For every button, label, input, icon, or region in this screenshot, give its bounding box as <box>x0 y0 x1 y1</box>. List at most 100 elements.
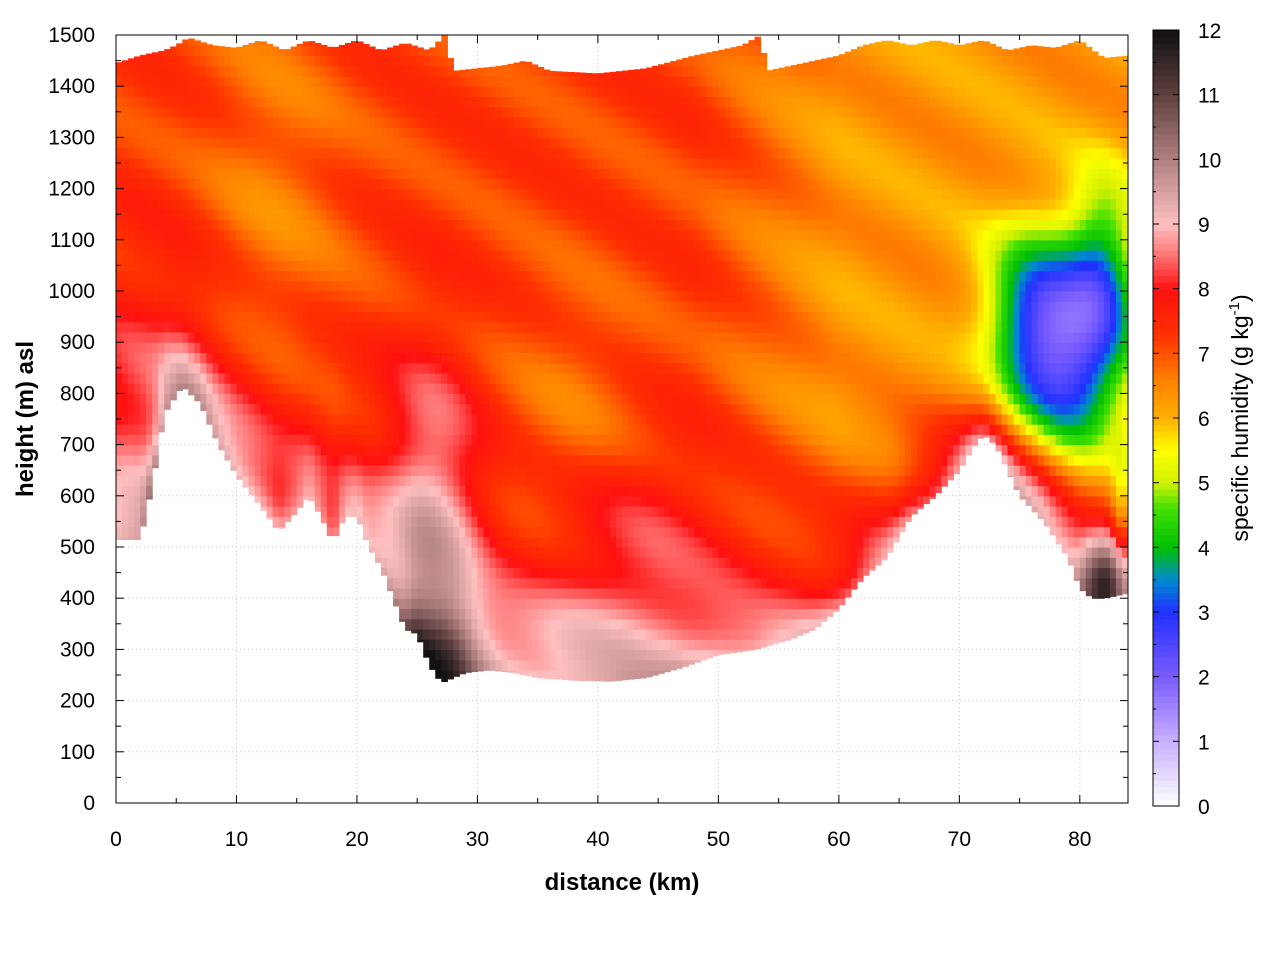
humidity-cell <box>170 311 177 323</box>
humidity-cell <box>326 424 334 435</box>
humidity-cell <box>350 465 358 476</box>
humidity-cell <box>387 280 394 292</box>
humidity-cell <box>525 342 533 354</box>
humidity-cell <box>230 454 238 466</box>
humidity-cell <box>591 157 599 169</box>
humidity-cell <box>260 250 268 261</box>
humidity-cell <box>417 444 424 456</box>
humidity-cell <box>128 516 135 528</box>
humidity-cell <box>513 65 521 77</box>
humidity-cell <box>658 628 665 640</box>
humidity-cell <box>320 311 328 323</box>
humidity-cell <box>646 168 653 179</box>
humidity-cell <box>290 75 298 87</box>
humidity-cell <box>236 403 244 415</box>
humidity-cell <box>218 291 226 302</box>
humidity-cell <box>459 75 466 87</box>
humidity-cell <box>525 137 533 149</box>
humidity-cell <box>248 209 256 220</box>
humidity-cell <box>381 567 388 576</box>
humidity-cell <box>652 157 659 169</box>
humidity-cell <box>399 495 406 507</box>
humidity-cell <box>646 557 653 569</box>
humidity-cell <box>278 516 286 528</box>
humidity-cell <box>646 598 653 610</box>
humidity-cell <box>266 188 274 200</box>
humidity-cell <box>477 291 485 302</box>
humidity-cell <box>646 157 653 169</box>
humidity-cell <box>640 413 647 425</box>
humidity-cell <box>182 198 189 210</box>
humidity-cell <box>164 198 171 210</box>
humidity-cell <box>381 526 388 538</box>
humidity-cell <box>435 331 442 343</box>
humidity-cell <box>465 465 472 476</box>
humidity-cell <box>254 168 262 179</box>
humidity-cell <box>471 116 479 128</box>
humidity-cell <box>465 106 472 118</box>
humidity-cell <box>495 495 503 507</box>
humidity-cell <box>507 291 515 302</box>
humidity-cell <box>152 168 159 179</box>
humidity-cell <box>471 495 479 507</box>
humidity-cell <box>453 157 460 169</box>
humidity-cell <box>326 168 334 179</box>
humidity-cell <box>429 127 436 138</box>
humidity-cell <box>423 209 430 220</box>
humidity-cell <box>447 516 454 528</box>
humidity-cell <box>483 147 491 159</box>
humidity-cell <box>260 260 268 272</box>
humidity-cell <box>393 465 400 476</box>
humidity-cell <box>284 516 292 522</box>
humidity-cell <box>140 321 147 333</box>
humidity-cell <box>170 188 177 200</box>
humidity-cell <box>417 516 424 528</box>
humidity-cell <box>194 198 201 210</box>
humidity-cell <box>477 250 485 261</box>
humidity-cell <box>242 106 250 118</box>
humidity-cell <box>272 383 280 394</box>
humidity-cell <box>399 147 406 159</box>
humidity-cell <box>682 465 689 476</box>
humidity-cell <box>585 649 593 661</box>
humidity-cell <box>579 413 587 425</box>
humidity-cell <box>170 229 177 241</box>
humidity-cell <box>465 362 472 374</box>
humidity-cell <box>350 342 358 354</box>
humidity-cell <box>549 86 557 98</box>
humidity-cell <box>519 495 527 507</box>
humidity-cell <box>447 587 454 599</box>
humidity-cell <box>152 362 159 374</box>
humidity-cell <box>290 342 298 354</box>
humidity-cell <box>652 424 659 435</box>
humidity-cell <box>308 55 316 67</box>
humidity-cell <box>471 444 479 456</box>
humidity-cell <box>405 311 412 323</box>
humidity-cell <box>242 168 250 179</box>
humidity-cell <box>483 198 491 210</box>
humidity-cell <box>640 311 647 323</box>
humidity-cell <box>634 127 641 138</box>
humidity-cell <box>591 495 599 507</box>
humidity-cell <box>634 75 641 87</box>
humidity-cell <box>555 311 563 323</box>
humidity-cell <box>417 86 424 98</box>
humidity-cell <box>387 198 394 210</box>
humidity-cell <box>579 454 587 466</box>
humidity-cell <box>567 618 575 630</box>
humidity-cell <box>230 198 238 210</box>
humidity-cell <box>591 342 599 354</box>
humidity-cell <box>350 495 358 507</box>
humidity-cell <box>622 219 629 231</box>
humidity-cell <box>525 209 533 220</box>
humidity-cell <box>182 157 189 169</box>
humidity-cell <box>248 311 256 323</box>
humidity-cell <box>531 485 539 497</box>
humidity-cell <box>664 547 671 558</box>
humidity-cell <box>332 362 340 374</box>
humidity-cell <box>609 178 617 190</box>
humidity-cell <box>350 434 358 446</box>
humidity-cell <box>435 321 442 333</box>
humidity-cell <box>465 75 472 87</box>
humidity-cell <box>362 168 370 179</box>
